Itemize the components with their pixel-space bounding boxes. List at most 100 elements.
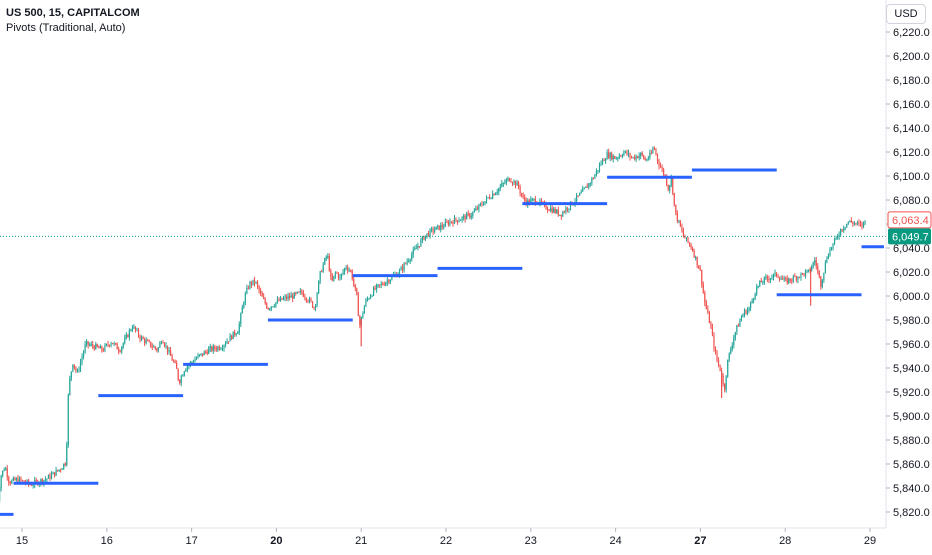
candle-body xyxy=(771,277,772,278)
pivot-levels xyxy=(0,170,884,514)
candle-body xyxy=(352,271,353,279)
candle-body xyxy=(579,193,580,195)
candle-body xyxy=(785,278,786,279)
candle-body xyxy=(52,472,53,474)
candle-body xyxy=(446,222,447,223)
candle-body xyxy=(524,197,525,200)
candle-body xyxy=(834,239,835,244)
indicator-label[interactable]: Pivots (Traditional, Auto) xyxy=(6,21,140,36)
candle-body xyxy=(423,237,424,240)
candle-body xyxy=(266,303,267,308)
candle-body xyxy=(474,211,475,213)
candle-body xyxy=(420,240,421,246)
price-axis[interactable]: 5,820.05,840.05,860.05,880.05,900.05,920… xyxy=(886,0,932,550)
candle-body xyxy=(489,197,490,198)
candle-body xyxy=(558,210,559,215)
candle-body xyxy=(585,187,586,188)
candle-body xyxy=(500,187,501,189)
candle-body xyxy=(663,169,664,175)
price-tick-label: 6,040.0 xyxy=(893,243,930,255)
candle-body xyxy=(480,204,481,205)
candle-body xyxy=(694,251,695,257)
candle-body xyxy=(298,292,299,293)
candle-body xyxy=(77,370,78,371)
candle-body xyxy=(234,332,235,335)
candle-body xyxy=(333,276,334,281)
candle-body xyxy=(578,196,579,197)
candle-body xyxy=(745,311,746,314)
candle-body xyxy=(54,472,55,475)
candle-body xyxy=(556,210,557,213)
candle-body xyxy=(74,365,75,368)
candle-body xyxy=(582,189,583,192)
candle-body xyxy=(243,302,244,307)
candle-body xyxy=(820,277,821,287)
candle-body xyxy=(437,226,438,227)
price-tick-label: 6,020.0 xyxy=(893,267,930,279)
candle-body xyxy=(280,298,281,301)
candle-body xyxy=(433,229,434,232)
candle-body xyxy=(129,330,130,337)
candle-body xyxy=(150,342,151,347)
candle-body xyxy=(632,157,633,158)
candle-body xyxy=(275,302,276,306)
candle-body xyxy=(852,222,853,224)
candle-body xyxy=(223,345,224,348)
candle-body xyxy=(388,280,389,282)
candle-body xyxy=(613,156,614,159)
price-tick-label: 5,920.0 xyxy=(893,387,930,399)
candle-body xyxy=(330,271,331,277)
candle-body xyxy=(31,485,32,486)
symbol-title[interactable]: US 500, 15, CAPITALCOM xyxy=(6,6,140,21)
currency-button[interactable]: USD xyxy=(886,4,926,24)
candle-body xyxy=(733,337,734,345)
candle-body xyxy=(277,300,278,303)
candle-body xyxy=(62,469,63,470)
candle-body xyxy=(57,470,58,471)
candle-body xyxy=(584,188,585,189)
candle-body xyxy=(808,270,809,271)
candle-body xyxy=(602,160,603,164)
candle-body xyxy=(533,199,534,200)
candle-body xyxy=(429,229,430,236)
candle-body xyxy=(313,307,314,308)
candle-body xyxy=(138,330,139,336)
candle-body xyxy=(739,321,740,327)
candle-body xyxy=(14,478,15,480)
candle-body xyxy=(452,222,453,224)
candle-body xyxy=(176,363,177,369)
candle-body xyxy=(126,335,127,338)
candle-body xyxy=(204,352,205,356)
candle-body xyxy=(156,349,157,351)
candle-body xyxy=(413,250,414,255)
candle-body xyxy=(170,350,171,356)
candle-body xyxy=(402,267,403,269)
candle-body xyxy=(411,255,412,260)
candle-body xyxy=(813,263,814,268)
candle-body xyxy=(269,309,270,310)
candle-body xyxy=(378,285,379,286)
candle-body xyxy=(494,194,495,195)
candle-body xyxy=(512,182,513,183)
candle-body xyxy=(323,264,324,271)
candle-body xyxy=(155,347,156,349)
candle-body xyxy=(626,151,627,154)
candle-body xyxy=(132,328,133,330)
candle-body xyxy=(317,293,318,304)
candle-body xyxy=(587,187,588,188)
candle-body xyxy=(686,237,687,238)
candle-body xyxy=(408,261,409,262)
candle-body xyxy=(854,223,855,224)
candle-body xyxy=(120,351,121,352)
candle-body xyxy=(127,335,128,337)
candle-body xyxy=(681,227,682,231)
candle-body xyxy=(368,299,369,300)
candle-body xyxy=(159,343,160,348)
candle-body xyxy=(237,333,238,334)
chart-legend[interactable]: US 500, 15, CAPITALCOM Pivots (Tradition… xyxy=(6,6,140,36)
candle-body xyxy=(381,284,382,285)
candle-body xyxy=(92,344,93,346)
